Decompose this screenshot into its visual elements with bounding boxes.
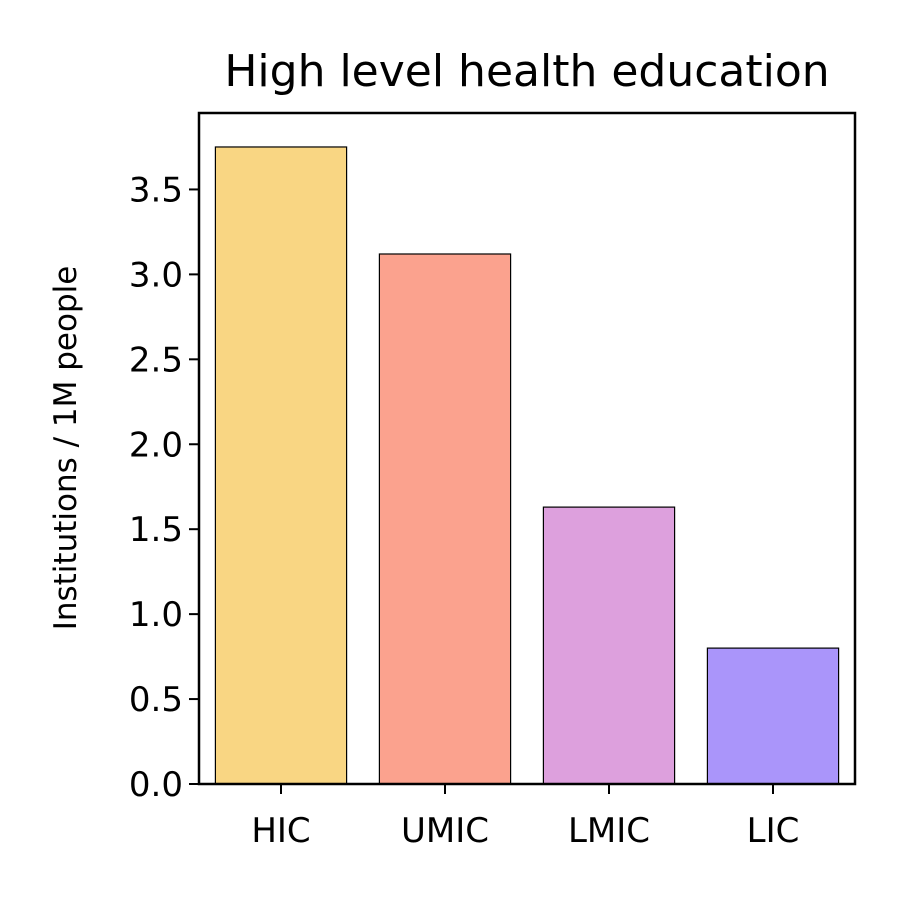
bar-hic — [214, 146, 348, 785]
bar-umic — [378, 253, 512, 785]
y-tick-label: 0.0 — [129, 765, 183, 805]
y-tick-label: 2.0 — [129, 425, 183, 465]
y-tick-label: 2.5 — [129, 340, 183, 380]
plot-frame — [197, 111, 857, 786]
x-tick-label: LMIC — [568, 811, 650, 851]
y-tick-label: 3.0 — [129, 255, 183, 295]
y-tick-label: 1.0 — [129, 595, 183, 635]
x-tick-label: LIC — [747, 811, 800, 851]
y-tick-label: 0.5 — [129, 680, 183, 720]
y-axis-label: Institutions / 1M people — [48, 266, 84, 631]
chart-title: High level health education — [224, 46, 829, 97]
bar-lic — [706, 647, 840, 785]
bars-group — [214, 146, 840, 785]
x-tick-label: UMIC — [401, 811, 489, 851]
bar-lmic — [542, 506, 676, 785]
y-tick-label: 1.5 — [129, 510, 183, 550]
x-tick-label: HIC — [251, 811, 310, 851]
x-axis: HIC UMIC LMIC LIC — [251, 784, 799, 851]
y-axis: 0.0 0.5 1.0 1.5 2.0 2.5 3.0 3.5 — [129, 170, 199, 805]
y-tick-label: 3.5 — [129, 170, 183, 210]
